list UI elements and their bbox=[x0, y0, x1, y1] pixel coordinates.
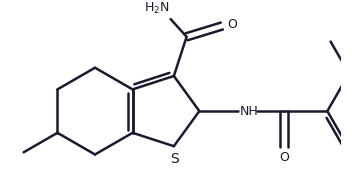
Text: O: O bbox=[279, 151, 289, 164]
Text: O: O bbox=[228, 18, 238, 31]
Text: H$_2$N: H$_2$N bbox=[144, 1, 169, 16]
Text: NH: NH bbox=[240, 105, 259, 118]
Text: S: S bbox=[170, 152, 179, 166]
